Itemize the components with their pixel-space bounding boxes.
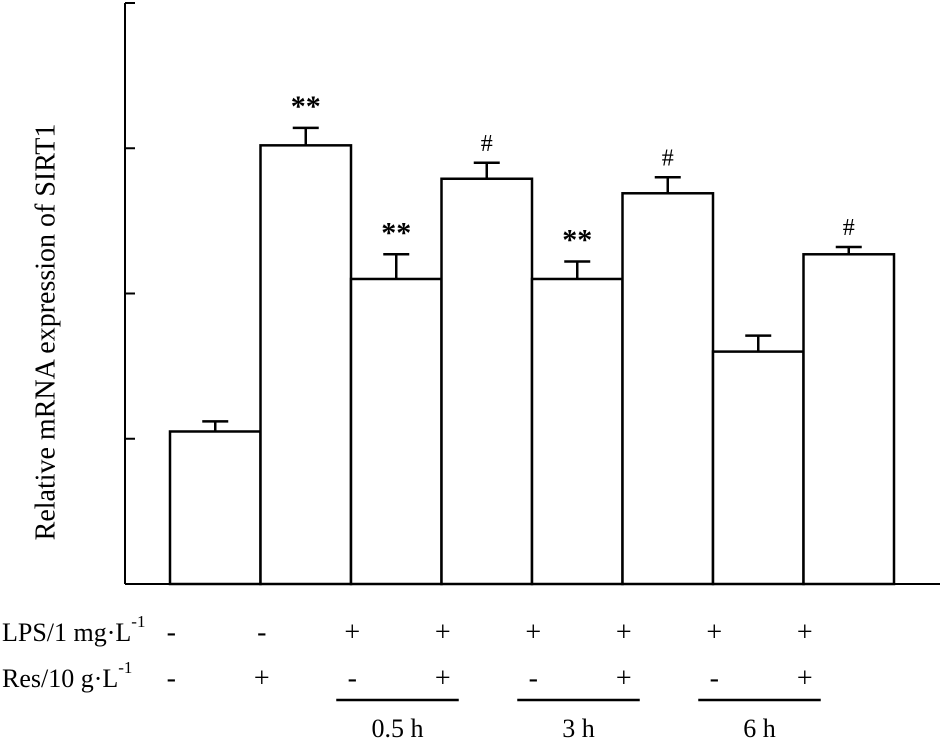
condition-sign: - <box>529 663 538 694</box>
annotation-2: ** <box>291 90 321 123</box>
time-group-label: 0.5 h <box>372 714 424 739</box>
condition-sign: - <box>167 663 176 694</box>
condition-sign: - <box>167 617 176 648</box>
time-group-label: 6 h <box>743 714 776 739</box>
annotation-3: ** <box>381 216 411 249</box>
annotation-8: # <box>843 215 855 241</box>
bar-2 <box>259 144 353 586</box>
condition-sign: + <box>254 663 270 694</box>
bar-3 <box>349 277 443 586</box>
condition-sign: + <box>525 617 541 648</box>
bar-7 <box>711 350 805 586</box>
y-axis-label: Relative mRNA expression of SIRT1 <box>30 124 61 541</box>
condition-sign: + <box>435 617 451 648</box>
condition-sign: + <box>344 617 360 648</box>
condition-sign: + <box>616 617 632 648</box>
bar-5 <box>530 277 624 586</box>
condition-sign: + <box>797 617 813 648</box>
annotation-6: # <box>662 145 674 171</box>
condition-label-superscript: -1 <box>131 612 145 631</box>
condition-table: LPS/1 mg·L-1- - + + + + + +Res/10 g·L-1- + - + - + - + <box>2 612 813 694</box>
condition-label-superscript: -1 <box>118 658 132 677</box>
condition-sign: + <box>797 663 813 694</box>
bar-6 <box>621 192 715 586</box>
condition-label-2: Res/10 g·L-1 <box>2 658 132 693</box>
significance-annotations: ** ** # ** # # <box>291 90 855 257</box>
condition-sign: + <box>706 617 722 648</box>
error-bars <box>202 126 862 432</box>
bars <box>168 144 896 586</box>
condition-sign: - <box>710 663 719 694</box>
bar-1 <box>168 430 262 586</box>
bar-4 <box>440 177 534 586</box>
condition-sign: + <box>616 663 632 694</box>
condition-sign: - <box>257 617 266 648</box>
time-groups: 0.5 h 3 h 6 h <box>336 698 821 739</box>
bar-8 <box>802 253 896 586</box>
condition-sign: - <box>348 663 357 694</box>
annotation-5: ** <box>562 224 592 257</box>
condition-sign: + <box>435 663 451 694</box>
condition-label-1: LPS/1 mg·L-1 <box>2 612 145 647</box>
annotation-4: # <box>481 131 493 157</box>
time-group-label: 3 h <box>562 714 595 739</box>
